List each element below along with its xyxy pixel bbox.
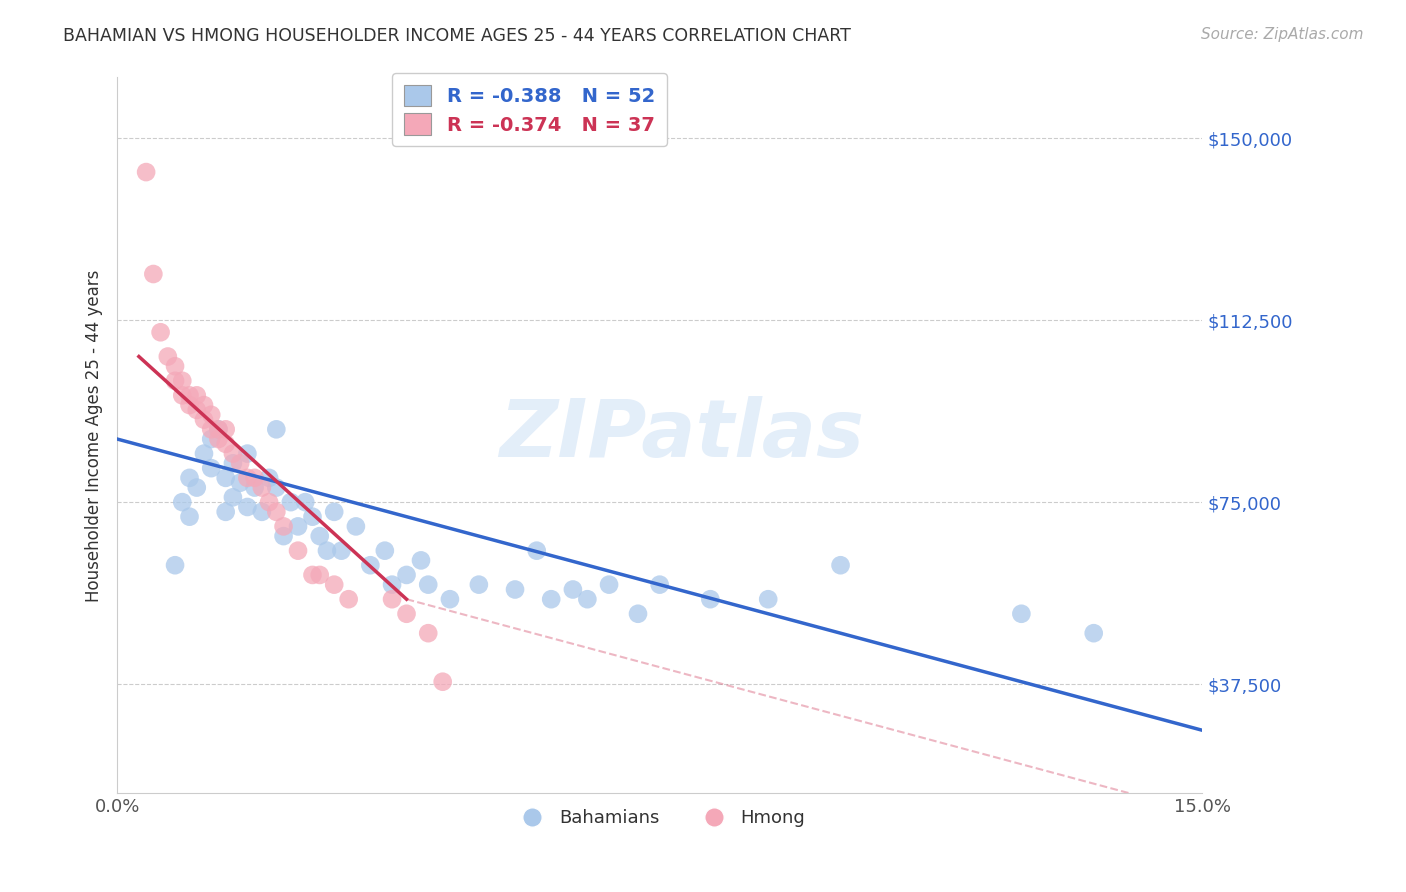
Point	[149, 325, 172, 339]
Text: BAHAMIAN VS HMONG HOUSEHOLDER INCOME AGES 25 - 44 YEARS CORRELATION CHART: BAHAMIAN VS HMONG HOUSEHOLDER INCOME AGE…	[63, 27, 851, 45]
Point	[236, 500, 259, 514]
Text: ZIPatlas: ZIPatlas	[499, 396, 863, 475]
Point	[308, 568, 330, 582]
Point	[381, 592, 404, 607]
Point	[207, 432, 229, 446]
Point	[186, 388, 208, 402]
Point	[165, 558, 187, 573]
Point	[229, 475, 252, 490]
Point	[165, 374, 187, 388]
Point	[200, 461, 222, 475]
Point	[172, 495, 194, 509]
Point	[215, 422, 238, 436]
Point	[468, 577, 491, 591]
Point	[503, 582, 526, 597]
Point	[200, 432, 222, 446]
Point	[215, 471, 238, 485]
Point	[308, 529, 330, 543]
Point	[179, 388, 201, 402]
Point	[395, 568, 418, 582]
Point	[756, 592, 779, 607]
Point	[337, 592, 360, 607]
Point	[236, 447, 259, 461]
Point	[200, 408, 222, 422]
Point	[418, 577, 440, 591]
Point	[193, 412, 215, 426]
Point	[266, 505, 288, 519]
Point	[179, 471, 201, 485]
Point	[432, 674, 454, 689]
Point	[301, 568, 323, 582]
Point	[540, 592, 562, 607]
Point	[156, 350, 179, 364]
Point	[215, 437, 238, 451]
Point	[172, 374, 194, 388]
Point	[179, 509, 201, 524]
Y-axis label: Householder Income Ages 25 - 44 years: Householder Income Ages 25 - 44 years	[86, 269, 103, 601]
Point	[1083, 626, 1105, 640]
Point	[381, 577, 404, 591]
Point	[294, 495, 316, 509]
Point	[287, 519, 309, 533]
Point	[699, 592, 721, 607]
Point	[266, 422, 288, 436]
Point	[287, 543, 309, 558]
Point	[409, 553, 432, 567]
Point	[374, 543, 396, 558]
Point	[1010, 607, 1032, 621]
Point	[395, 607, 418, 621]
Point	[280, 495, 302, 509]
Point	[207, 422, 229, 436]
Point	[142, 267, 165, 281]
Point	[301, 509, 323, 524]
Point	[439, 592, 461, 607]
Point	[273, 529, 295, 543]
Point	[186, 403, 208, 417]
Point	[179, 398, 201, 412]
Legend: Bahamians, Hmong: Bahamians, Hmong	[506, 802, 813, 834]
Point	[316, 543, 339, 558]
Point	[323, 505, 346, 519]
Point	[165, 359, 187, 374]
Text: Source: ZipAtlas.com: Source: ZipAtlas.com	[1201, 27, 1364, 42]
Point	[250, 481, 273, 495]
Point	[250, 505, 273, 519]
Point	[273, 519, 295, 533]
Point	[359, 558, 381, 573]
Point	[266, 481, 288, 495]
Point	[222, 490, 245, 504]
Point	[830, 558, 852, 573]
Point	[627, 607, 650, 621]
Point	[135, 165, 157, 179]
Point	[193, 398, 215, 412]
Point	[257, 495, 280, 509]
Point	[648, 577, 671, 591]
Point	[243, 481, 266, 495]
Point	[526, 543, 548, 558]
Point	[222, 447, 245, 461]
Point	[576, 592, 599, 607]
Point	[215, 505, 238, 519]
Point	[207, 422, 229, 436]
Point	[236, 471, 259, 485]
Point	[344, 519, 367, 533]
Point	[229, 456, 252, 470]
Point	[418, 626, 440, 640]
Point	[561, 582, 583, 597]
Point	[330, 543, 353, 558]
Point	[222, 456, 245, 470]
Point	[257, 471, 280, 485]
Point	[200, 422, 222, 436]
Point	[243, 471, 266, 485]
Point	[193, 447, 215, 461]
Point	[186, 481, 208, 495]
Point	[598, 577, 620, 591]
Point	[323, 577, 346, 591]
Point	[172, 388, 194, 402]
